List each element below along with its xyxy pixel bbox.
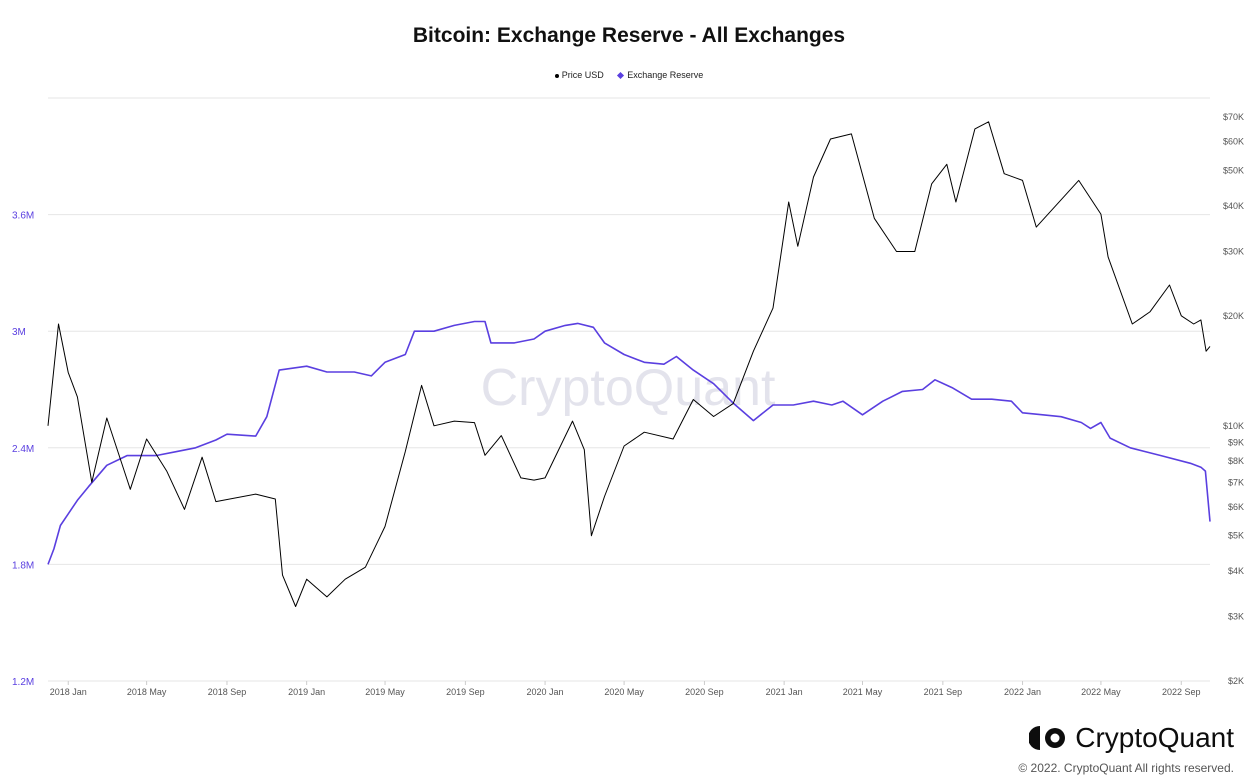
legend: Price USD Exchange Reserve (0, 70, 1258, 80)
x-tick-label: 2020 Sep (685, 687, 724, 697)
x-tick-label: 2022 Jan (1004, 687, 1041, 697)
chart-title: Bitcoin: Exchange Reserve - All Exchange… (412, 24, 846, 47)
x-tick-label: 2019 Jan (288, 687, 325, 697)
cryptoquant-logo-icon (1029, 726, 1066, 750)
y-right-tick-label: $50K (1223, 166, 1244, 176)
y-right-tick-label: $2K (1228, 676, 1244, 686)
x-tick-label: 2020 Jan (527, 687, 564, 697)
y-left-tick-label: 1.8M (12, 560, 34, 571)
y-right-tick-label: $20K (1223, 311, 1244, 321)
copyright: © 2022. CryptoQuant All rights reserved. (1018, 761, 1234, 775)
series-layer (47, 121, 1211, 607)
x-tick-label: 2020 May (604, 687, 644, 697)
x-tick-label: 2021 Sep (924, 687, 963, 697)
x-tick-label: 2018 May (127, 687, 167, 697)
y-right-tick-label: $3K (1228, 612, 1244, 622)
y-right-tick-label: $60K (1223, 137, 1244, 147)
y-right-tick-label: $70K (1223, 112, 1244, 122)
legend-price-marker (554, 73, 559, 78)
x-tick-label: 2022 Sep (1162, 687, 1201, 697)
y-right-tick-label: $30K (1223, 247, 1244, 257)
y-right-tick-label: $9K (1228, 437, 1244, 447)
y-right-tick-label: $7K (1228, 477, 1244, 487)
legend-price-label: Price USD (561, 70, 604, 80)
y-right-tick-label: $10K (1223, 421, 1244, 431)
y-left-tick-label: 3M (12, 327, 26, 338)
y-left-tick-label: 3.6M (12, 211, 34, 222)
y-right-tick-label: $4K (1228, 566, 1244, 576)
series-line-price-usd (47, 121, 1211, 607)
x-tick-label: 2018 Sep (208, 687, 247, 697)
x-tick-label: 2018 Jan (50, 687, 87, 697)
x-axis: 2018 Jan 2018 May 2018 Sep 2019 Jan 2019 May… (50, 681, 1201, 697)
legend-item-price[interactable]: Price USD (554, 70, 604, 80)
legend-reserve-label: Exchange Reserve (627, 70, 704, 80)
x-tick-label: 2022 May (1081, 687, 1121, 697)
gridlines (48, 97, 1210, 682)
y-right-tick-label: $8K (1228, 456, 1244, 466)
series-line-exchange-reserve (47, 320, 1211, 565)
y-right-tick-label: $6K (1228, 502, 1244, 512)
y-axis-left: 1.2M 1.8M 2.4M 3M 3.6M (12, 211, 34, 688)
y-axis-right: $2K $3K $4K $5K $6K $7K $8K $9K $10K $20K $30K $40K… (1223, 112, 1244, 686)
brand-name: CryptoQuant (1075, 722, 1234, 753)
x-tick-label: 2021 Jan (766, 687, 803, 697)
brand-logo: CryptoQuant (1029, 722, 1234, 754)
y-right-tick-label: $40K (1223, 201, 1244, 211)
y-right-tick-label: $5K (1228, 531, 1244, 541)
legend-item-reserve[interactable]: Exchange Reserve (617, 70, 704, 80)
y-left-tick-label: 2.4M (12, 444, 34, 455)
x-tick-label: 2019 Sep (446, 687, 485, 697)
x-tick-label: 2019 May (365, 687, 405, 697)
watermark: CryptoQuant (481, 359, 776, 417)
x-tick-label: 2021 May (843, 687, 883, 697)
y-left-tick-label: 1.2M (12, 677, 34, 688)
